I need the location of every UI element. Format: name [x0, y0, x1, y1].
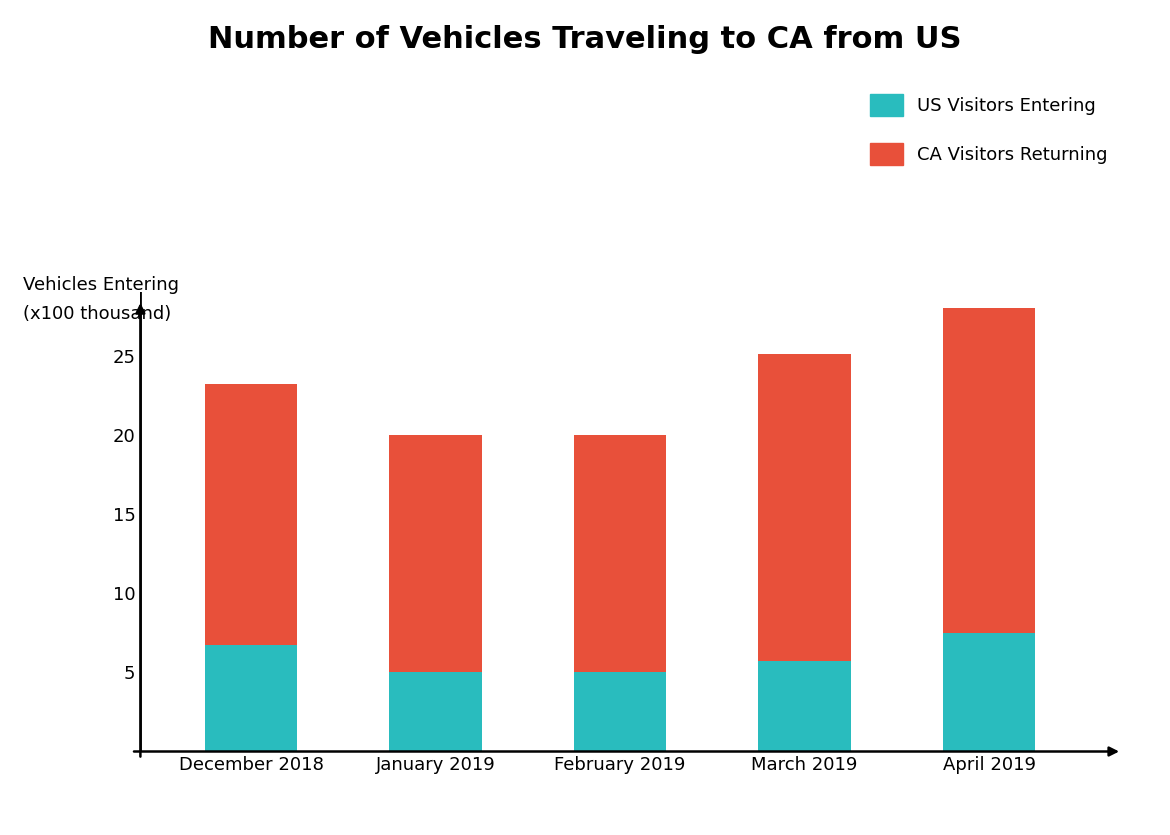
Text: Vehicles Entering: Vehicles Entering: [23, 276, 179, 294]
Bar: [574, 672, 666, 752]
Bar: [205, 384, 297, 645]
Bar: [758, 661, 851, 752]
Text: (x100 thousand): (x100 thousand): [23, 305, 172, 323]
Bar: [390, 672, 482, 752]
Bar: [943, 308, 1035, 633]
Legend: US Visitors Entering, CA Visitors Returning: US Visitors Entering, CA Visitors Return…: [852, 76, 1126, 183]
Bar: [390, 435, 482, 672]
Text: Number of Vehicles Traveling to CA from US: Number of Vehicles Traveling to CA from …: [208, 25, 962, 54]
Bar: [574, 435, 666, 672]
Bar: [758, 354, 851, 661]
Bar: [205, 645, 297, 752]
Bar: [943, 633, 1035, 752]
